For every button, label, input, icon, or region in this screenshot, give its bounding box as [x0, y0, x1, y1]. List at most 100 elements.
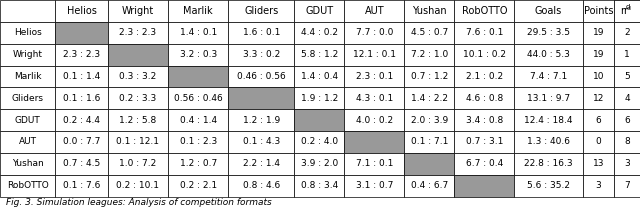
Text: Gliders: Gliders	[244, 6, 278, 16]
Text: 12: 12	[593, 94, 604, 103]
Bar	[344, 175, 404, 197]
Bar	[404, 153, 454, 175]
Bar	[614, 153, 640, 175]
Text: 3.2 : 0.3: 3.2 : 0.3	[180, 50, 217, 59]
Bar	[404, 44, 454, 65]
Bar	[454, 0, 515, 22]
Bar	[344, 87, 404, 109]
Bar	[583, 153, 614, 175]
Bar	[55, 44, 108, 65]
Text: 6.7 : 0.4: 6.7 : 0.4	[466, 159, 503, 168]
Text: 3.9 : 2.0: 3.9 : 2.0	[301, 159, 338, 168]
Text: 0.2 : 4.4: 0.2 : 4.4	[63, 116, 100, 125]
Bar	[108, 175, 168, 197]
Text: 0.3 : 3.2: 0.3 : 3.2	[119, 72, 157, 81]
Text: AUT: AUT	[365, 6, 384, 16]
Bar	[454, 131, 515, 153]
Text: 0.1 : 1.4: 0.1 : 1.4	[63, 72, 100, 81]
Bar	[515, 175, 583, 197]
Bar	[515, 131, 583, 153]
Bar	[515, 87, 583, 109]
Bar	[228, 0, 294, 22]
Bar	[515, 65, 583, 87]
Bar	[0, 0, 55, 22]
Bar	[344, 153, 404, 175]
Text: r: r	[620, 6, 624, 16]
Bar	[614, 0, 640, 22]
Bar	[583, 0, 614, 22]
Bar	[108, 22, 168, 44]
Bar	[0, 87, 55, 109]
Text: 2.3 : 0.1: 2.3 : 0.1	[356, 72, 393, 81]
Text: 0.46 : 0.56: 0.46 : 0.56	[237, 72, 285, 81]
Bar	[404, 65, 454, 87]
Text: 2.3 : 2.3: 2.3 : 2.3	[120, 28, 157, 37]
Text: 1.2 : 1.9: 1.2 : 1.9	[243, 116, 280, 125]
Bar	[294, 175, 344, 197]
Text: d: d	[625, 4, 630, 10]
Bar	[168, 109, 228, 131]
Text: rᵈ: rᵈ	[623, 6, 631, 16]
Bar	[344, 22, 404, 44]
Bar	[108, 0, 168, 22]
Bar	[108, 87, 168, 109]
Bar	[228, 65, 294, 87]
Bar	[404, 0, 454, 22]
Bar	[0, 175, 55, 197]
Bar	[0, 44, 55, 65]
Text: 0.7 : 1.2: 0.7 : 1.2	[411, 72, 448, 81]
Bar	[583, 22, 614, 44]
Bar	[583, 65, 614, 87]
Text: 3.1 : 0.7: 3.1 : 0.7	[356, 181, 393, 190]
Text: 2.0 : 3.9: 2.0 : 3.9	[411, 116, 448, 125]
Bar	[583, 175, 614, 197]
Bar	[583, 131, 614, 153]
Bar	[55, 175, 108, 197]
Bar	[168, 22, 228, 44]
Text: 10.1 : 0.2: 10.1 : 0.2	[463, 50, 506, 59]
Text: 1.9 : 1.2: 1.9 : 1.2	[301, 94, 338, 103]
Text: 4: 4	[625, 94, 630, 103]
Text: RobOTTO: RobOTTO	[6, 181, 49, 190]
Bar	[108, 153, 168, 175]
Text: 7.4 : 7.1: 7.4 : 7.1	[530, 72, 567, 81]
Text: 0.7 : 3.1: 0.7 : 3.1	[466, 137, 503, 146]
Bar	[228, 22, 294, 44]
Text: 1.4 : 0.4: 1.4 : 0.4	[301, 72, 338, 81]
Bar	[55, 131, 108, 153]
Text: Marlik: Marlik	[14, 72, 41, 81]
Bar	[108, 109, 168, 131]
Bar	[404, 22, 454, 44]
Bar	[454, 44, 515, 65]
Bar	[614, 44, 640, 65]
Bar	[614, 65, 640, 87]
Bar	[614, 175, 640, 197]
Bar	[168, 175, 228, 197]
Bar	[168, 131, 228, 153]
Text: 4.3 : 0.1: 4.3 : 0.1	[356, 94, 393, 103]
Text: 1.4 : 2.2: 1.4 : 2.2	[411, 94, 448, 103]
Bar	[228, 131, 294, 153]
Text: Marlik: Marlik	[183, 6, 213, 16]
Text: 1: 1	[624, 50, 630, 59]
Text: 4.4 : 0.2: 4.4 : 0.2	[301, 28, 338, 37]
Text: 0.4 : 1.4: 0.4 : 1.4	[180, 116, 217, 125]
Text: 0: 0	[596, 137, 602, 146]
Text: 0.1 : 7.6: 0.1 : 7.6	[63, 181, 100, 190]
Bar	[614, 87, 640, 109]
Text: 3: 3	[596, 181, 602, 190]
Bar	[614, 22, 640, 44]
Text: 1.0 : 7.2: 1.0 : 7.2	[119, 159, 157, 168]
Text: Goals: Goals	[535, 6, 563, 16]
Bar	[454, 153, 515, 175]
Text: 19: 19	[593, 50, 604, 59]
Text: 3: 3	[624, 159, 630, 168]
Bar	[344, 65, 404, 87]
Bar	[55, 22, 108, 44]
Bar	[55, 109, 108, 131]
Text: 1.2 : 0.7: 1.2 : 0.7	[180, 159, 217, 168]
Bar	[228, 44, 294, 65]
Text: 7.7 : 0.0: 7.7 : 0.0	[356, 28, 393, 37]
Bar	[294, 87, 344, 109]
Bar	[515, 22, 583, 44]
